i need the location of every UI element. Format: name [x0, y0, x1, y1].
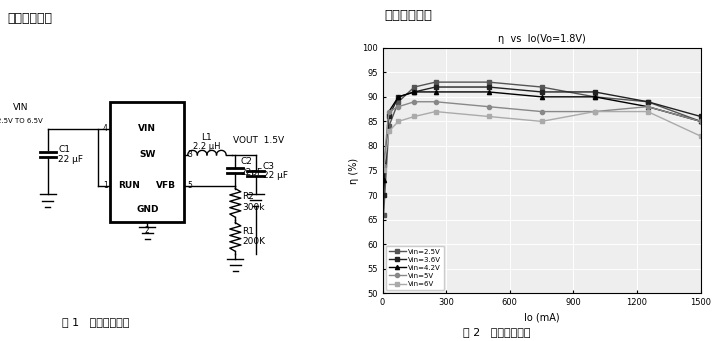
Text: R2: R2	[242, 192, 254, 202]
Title: η  vs  Io(Vo=1.8V): η vs Io(Vo=1.8V)	[498, 34, 586, 44]
Vin=6V	[410, 115, 419, 119]
Vin=6V	[538, 119, 546, 123]
Text: 22 μF: 22 μF	[263, 171, 288, 180]
Text: VIN: VIN	[12, 103, 28, 112]
Vin=2.5V	[538, 85, 546, 89]
Vin=2.5V	[410, 85, 419, 89]
Text: 典型应用电路: 典型应用电路	[7, 12, 52, 25]
Vin=4.2V	[591, 95, 599, 99]
Vin=2.5V	[644, 100, 652, 104]
Text: 200K: 200K	[242, 237, 265, 246]
Vin=4.2V	[385, 109, 393, 114]
Vin=3.6V	[431, 85, 440, 89]
Text: VFB: VFB	[156, 181, 176, 190]
Vin=3.6V	[696, 115, 705, 119]
Text: 300k: 300k	[242, 203, 265, 212]
Vin=2.5V	[696, 119, 705, 123]
Text: RUN: RUN	[118, 181, 140, 190]
Vin=4.2V	[410, 90, 419, 94]
Line: Vin=4.2V: Vin=4.2V	[382, 90, 703, 182]
Vin=2.5V	[431, 80, 440, 84]
Vin=6V	[696, 134, 705, 138]
Text: 1: 1	[103, 181, 107, 190]
Text: 22 μF: 22 μF	[58, 155, 83, 164]
Line: Vin=3.6V: Vin=3.6V	[382, 85, 703, 197]
Vin=3.6V	[394, 95, 403, 99]
Vin=5V	[538, 109, 546, 114]
Vin=3.6V	[538, 90, 546, 94]
Vin=3.6V	[385, 115, 393, 119]
Vin=5V	[644, 105, 652, 109]
Text: 4: 4	[103, 124, 107, 133]
Vin=4.2V	[644, 105, 652, 109]
Line: Vin=5V: Vin=5V	[382, 100, 703, 168]
Text: 图 1   典型应用电路: 图 1 典型应用电路	[62, 317, 129, 327]
Vin=6V	[484, 115, 493, 119]
Line: Vin=2.5V: Vin=2.5V	[382, 80, 703, 217]
Text: 22pF: 22pF	[241, 168, 263, 177]
Vin=4.2V	[431, 90, 440, 94]
Vin=3.6V	[484, 85, 493, 89]
Vin=4.2V	[379, 178, 388, 182]
Vin=3.6V	[591, 90, 599, 94]
Vin=2.5V	[484, 80, 493, 84]
Text: L1: L1	[202, 133, 212, 143]
Vin=5V	[385, 109, 393, 114]
Vin=5V	[591, 109, 599, 114]
Vin=3.6V	[644, 100, 652, 104]
Vin=5V	[484, 105, 493, 109]
Vin=5V	[696, 119, 705, 123]
Vin=2.5V	[385, 124, 393, 128]
Vin=4.2V	[696, 119, 705, 123]
Text: C3: C3	[263, 162, 275, 171]
Vin=6V	[379, 168, 388, 173]
Text: VIN: VIN	[138, 124, 157, 133]
Vin=2.5V	[591, 95, 599, 99]
Y-axis label: η (%): η (%)	[349, 158, 359, 183]
Text: 2.5V TO 6.5V: 2.5V TO 6.5V	[0, 118, 43, 124]
Text: GND: GND	[136, 205, 159, 214]
Vin=6V	[385, 129, 393, 133]
Text: 3: 3	[187, 150, 192, 159]
Vin=5V	[410, 100, 419, 104]
Vin=4.2V	[538, 95, 546, 99]
Vin=4.2V	[394, 95, 403, 99]
Vin=2.5V	[394, 100, 403, 104]
Bar	[111, 102, 184, 222]
Vin=6V	[394, 119, 403, 123]
Legend: Vin=2.5V, Vin=3.6V, Vin=4.2V, Vin=5V, Vin=6V: Vin=2.5V, Vin=3.6V, Vin=4.2V, Vin=5V, Vi…	[386, 246, 444, 290]
Vin=6V	[431, 109, 440, 114]
Text: SW: SW	[139, 150, 155, 159]
Text: C2: C2	[241, 157, 252, 165]
Vin=5V	[379, 164, 388, 168]
Vin=5V	[394, 105, 403, 109]
Vin=5V	[431, 100, 440, 104]
Text: 2: 2	[145, 226, 149, 235]
Text: 5: 5	[187, 181, 192, 190]
Text: VOUT  1.5V: VOUT 1.5V	[234, 136, 285, 145]
Vin=2.5V	[379, 213, 388, 217]
Text: 2.2 μH: 2.2 μH	[193, 142, 221, 151]
Vin=6V	[591, 109, 599, 114]
Text: 图 2   典型效率曲线: 图 2 典型效率曲线	[463, 327, 531, 337]
Vin=3.6V	[379, 193, 388, 197]
Vin=6V	[644, 109, 652, 114]
X-axis label: Io (mA): Io (mA)	[524, 313, 559, 323]
Vin=3.6V	[410, 90, 419, 94]
Text: C1: C1	[58, 145, 70, 154]
Text: 典型效率曲线: 典型效率曲线	[385, 9, 433, 21]
Line: Vin=6V: Vin=6V	[382, 109, 703, 173]
Vin=4.2V	[484, 90, 493, 94]
Text: R1: R1	[242, 226, 254, 236]
